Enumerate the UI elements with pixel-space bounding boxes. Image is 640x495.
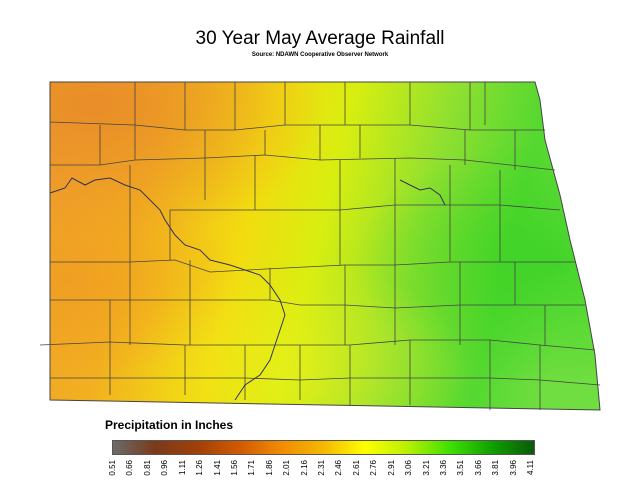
legend-tick-label: 2.16 — [299, 460, 309, 476]
legend-tick-label: 3.81 — [491, 460, 501, 476]
map-source: Source: NDAWN Cooperative Observer Netwo… — [251, 52, 389, 58]
river-line — [49, 177, 446, 401]
legend-tick-label: 1.11 — [177, 460, 187, 475]
legend-color-bar — [112, 440, 535, 455]
legend-tick-label: 1.71 — [247, 460, 257, 476]
legend-title: Precipitation in Inches — [105, 418, 234, 432]
state-outline — [49, 81, 601, 411]
state-fill — [50, 82, 600, 410]
legend-tick-label: 0.96 — [160, 460, 170, 476]
legend-tick-label: 3.21 — [421, 460, 431, 476]
legend-tick-label: 2.01 — [282, 460, 292, 476]
legend-tick-label: 4.11 — [526, 460, 535, 475]
legend-tick-label: 3.66 — [473, 460, 483, 476]
legend-tick-label: 2.31 — [317, 460, 326, 476]
legend-tick-label: 2.61 — [351, 460, 361, 476]
legend-tick-label: 3.06 — [404, 460, 414, 476]
legend-tick-label: 0.81 — [142, 460, 152, 476]
map-title: 30 Year May Average Rainfall — [195, 28, 445, 49]
legend-tick-label: 1.56 — [229, 460, 239, 476]
legend-tick-label: 3.51 — [456, 460, 466, 476]
county-boundaries — [39, 82, 601, 410]
legend-tick-label: 0.51 — [108, 460, 117, 476]
legend-tick-label: 1.41 — [212, 460, 222, 476]
legend-tick-label: 2.76 — [369, 460, 379, 476]
legend-tick-label: 3.36 — [438, 460, 448, 476]
legend-tick-label: 2.91 — [386, 460, 396, 476]
legend-tick-label: 3.96 — [508, 460, 518, 476]
legend-tick-label: 2.46 — [334, 460, 344, 476]
legend-tick-label: 1.26 — [195, 460, 205, 476]
legend-tick-label: 0.66 — [125, 460, 135, 476]
legend-tick-label: 1.86 — [264, 460, 274, 476]
